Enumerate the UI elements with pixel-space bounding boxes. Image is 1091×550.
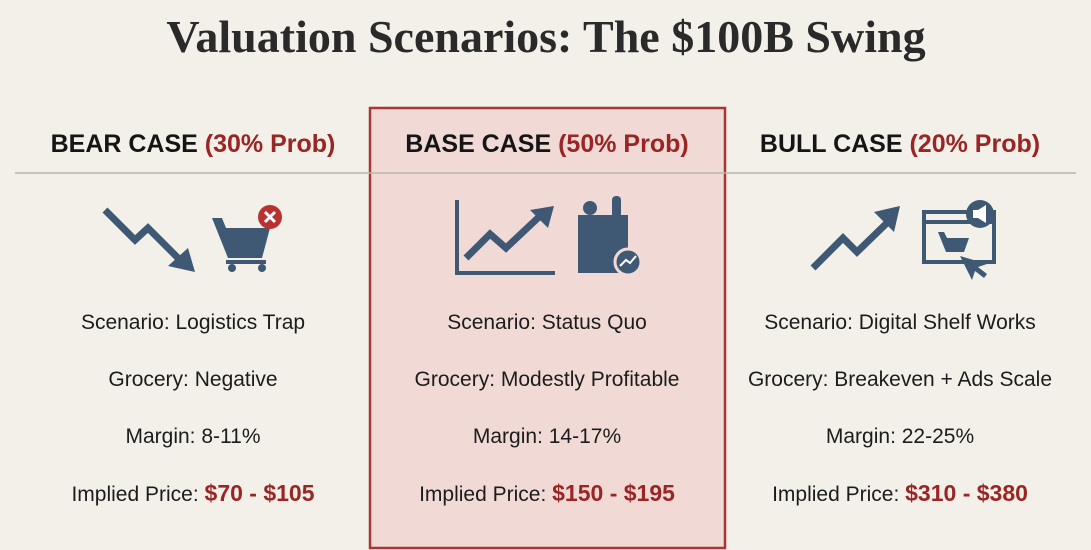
title: Valuation Scenarios: The $100B Swing [166,11,925,62]
implied-price: $150 - $195 [552,480,675,506]
case-header: BASE CASE (50% Prob) [405,130,688,158]
implied-price: $310 - $380 [905,480,1028,506]
probability: (30% Prob) [205,130,336,158]
price-label: Implied Price: [419,483,546,506]
bull-icons [810,200,996,280]
case-name: BULL CASE [760,130,903,158]
margin: Margin: 14-17% [473,425,621,448]
case-header: BEAR CASE (30% Prob) [51,130,336,158]
margin: Margin: 22-25% [826,425,974,448]
scenario: Scenario: Status Quo [447,311,647,334]
scenario: Scenario: Logistics Trap [81,311,305,334]
price-row: Implied Price: $150 - $195 [419,480,675,506]
probability: (20% Prob) [909,130,1040,158]
scenario: Scenario: Digital Shelf Works [764,311,1036,334]
grocery: Grocery: Negative [108,368,277,391]
case-name: BEAR CASE [51,130,198,158]
implied-price: $70 - $105 [205,480,315,506]
grocery: Grocery: Breakeven + Ads Scale [748,368,1052,391]
base-icons [455,196,643,277]
price-label: Implied Price: [71,483,198,506]
margin: Margin: 8-11% [125,425,260,448]
price-row: Implied Price: $70 - $105 [71,480,314,506]
case-header: BULL CASE (20% Prob) [760,130,1040,158]
grocery: Grocery: Modestly Profitable [415,368,680,391]
highlight-box [368,106,727,550]
bear-icons [102,205,282,272]
price-row: Implied Price: $310 - $380 [772,480,1028,506]
price-label: Implied Price: [772,483,899,506]
case-name: BASE CASE [405,130,551,158]
probability: (50% Prob) [558,130,689,158]
